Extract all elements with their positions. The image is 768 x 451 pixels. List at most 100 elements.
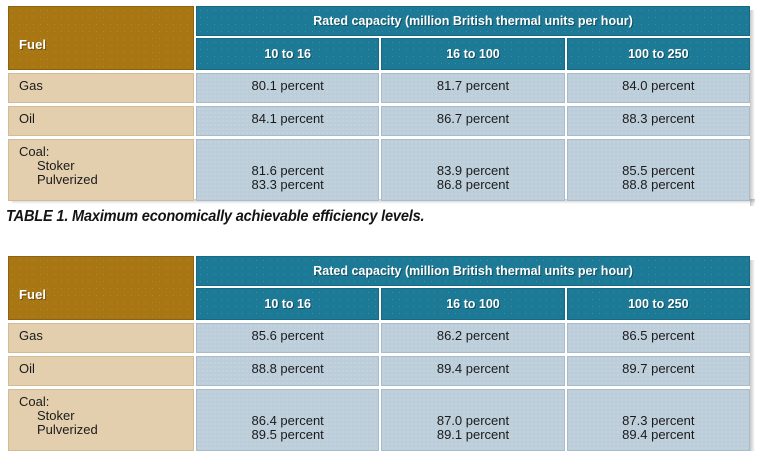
table-row: Coal: Stoker Pulverized 86.4 percent 89.… xyxy=(8,389,750,451)
table-1-row-1-label: Oil xyxy=(8,106,194,136)
spacer xyxy=(196,286,750,288)
spacer xyxy=(194,323,196,353)
table-1-subheader-cell-1: 16 to 100 xyxy=(381,38,565,70)
table-2-subheader-cell-2: 100 to 250 xyxy=(566,288,750,320)
table-1-row-2-label-group: Coal: Stoker Pulverized xyxy=(8,139,194,201)
table-1-cell-r2c2-line0: 85.5 percent xyxy=(622,163,695,178)
table-2-subheader-cell-1: 16 to 100 xyxy=(381,288,565,320)
table-1-subheader-label-2: 100 to 250 xyxy=(628,47,689,61)
table-2-cell-r2c0-line0: 86.4 percent xyxy=(251,413,324,428)
table-2-cell-r2c2: 87.3 percent 89.4 percent xyxy=(566,389,750,451)
spacer xyxy=(194,389,196,451)
spacer xyxy=(379,356,382,386)
table-1: Fuel Rated capacity (million British the… xyxy=(8,6,755,206)
spacer xyxy=(194,256,196,286)
table-1-row-2-sublabel-0: Stoker xyxy=(37,158,75,173)
table-2-capacity-header-label: Rated capacity (million British thermal … xyxy=(313,264,633,278)
table-2-row-2-sublabel-1: Pulverized xyxy=(37,422,98,437)
table-2-cell-r1c2: 89.7 percent xyxy=(566,356,750,386)
spacer xyxy=(379,323,382,353)
spacer xyxy=(564,288,567,320)
table-2-shadow-right xyxy=(750,260,755,451)
spacer xyxy=(379,106,382,136)
spacer xyxy=(564,139,567,201)
table-1-cell-r0c1: 81.7 percent xyxy=(381,73,565,103)
spacer xyxy=(194,286,196,288)
table-1-subheader-label-1: 16 to 100 xyxy=(446,47,500,61)
table-1-grid: Fuel Rated capacity (million British the… xyxy=(8,6,750,201)
table-1-subheader-cell-2: 100 to 250 xyxy=(566,38,750,70)
table-1-capacity-header-label: Rated capacity (million British thermal … xyxy=(313,14,633,28)
table-1-shadow-right xyxy=(750,10,755,206)
table-1-cell-r2c1-line1: 86.8 percent xyxy=(436,177,510,192)
spacer-row xyxy=(8,320,750,323)
table-1-cell-r1c2: 88.3 percent xyxy=(566,106,750,136)
table-1-header-row-sub: 10 to 16 16 to 100 100 to 250 xyxy=(8,38,750,70)
spacer xyxy=(564,73,567,103)
spacer xyxy=(564,389,567,451)
spacer xyxy=(194,106,196,136)
table-2-cell-r2c1-line0: 87.0 percent xyxy=(436,413,510,428)
table-2-grid: Fuel Rated capacity (million British the… xyxy=(8,256,750,451)
table-1-row-2-sublabel-1: Pulverized xyxy=(37,172,98,187)
table-2-subheader-label-2: 100 to 250 xyxy=(628,297,689,311)
table-1-capacity-header-cell: Rated capacity (million British thermal … xyxy=(196,6,750,36)
table-1-cell-r2c0-line1: 83.3 percent xyxy=(251,177,324,192)
table-row: Oil 84.1 percent 86.7 percent 88.3 perce… xyxy=(8,106,750,136)
table-1-caption: TABLE 1. Maximum economically achievable… xyxy=(6,208,425,225)
spacer xyxy=(194,73,196,103)
table-2-row-0-label: Gas xyxy=(8,323,194,353)
table-1-fuel-header-label: Fuel xyxy=(19,36,47,52)
table-2-subheader-label-1: 16 to 100 xyxy=(446,297,500,311)
table-2-cell-r1c0: 88.8 percent xyxy=(196,356,380,386)
table-1-shadow-bottom xyxy=(12,199,755,204)
spacer xyxy=(379,73,382,103)
table-1-cell-r2c0-line0: 81.6 percent xyxy=(251,163,324,178)
table-1-cell-r2c2: 85.5 percent 88.8 percent xyxy=(566,139,750,201)
table-2-subheader-cell-0: 10 to 16 xyxy=(196,288,380,320)
table-2-row-2-label: Coal: xyxy=(19,394,50,409)
table-2-cell-r2c0: 86.4 percent 89.5 percent xyxy=(196,389,380,451)
table-1-cell-r0c0: 80.1 percent xyxy=(196,73,380,103)
table-1-cell-r2c1-line0: 83.9 percent xyxy=(436,163,510,178)
spacer xyxy=(564,356,567,386)
spacer-row xyxy=(8,286,750,288)
table-2-cell-r2c2-line1: 89.4 percent xyxy=(622,427,695,442)
spacer xyxy=(379,38,382,70)
table-2-cell-r0c0: 85.6 percent xyxy=(196,323,380,353)
table-2-fuel-header-cell: Fuel xyxy=(8,256,194,320)
table-row: Oil 88.8 percent 89.4 percent 89.7 perce… xyxy=(8,356,750,386)
table-1-cell-r0c2: 84.0 percent xyxy=(566,73,750,103)
table-2-fuel-header-label: Fuel xyxy=(19,286,47,302)
table-2-cell-r2c1: 87.0 percent 89.1 percent xyxy=(381,389,565,451)
table-1-fuel-header-cell: Fuel xyxy=(8,6,194,70)
table-row: Gas 85.6 percent 86.2 percent 86.5 perce… xyxy=(8,323,750,353)
spacer xyxy=(194,36,196,38)
table-1-row-0-label: Gas xyxy=(8,73,194,103)
table-2-row-2-label-group: Coal: Stoker Pulverized xyxy=(8,389,194,451)
table-row: Coal: Stoker Pulverized 81.6 percent 83.… xyxy=(8,139,750,201)
table-2-cell-r2c0-line1: 89.5 percent xyxy=(251,427,324,442)
spacer xyxy=(196,36,750,38)
table-1-header-row-top: Fuel Rated capacity (million British the… xyxy=(8,6,750,70)
spacer-row xyxy=(8,36,750,38)
table-2-cell-r0c2: 86.5 percent xyxy=(566,323,750,353)
table-row: Gas 80.1 percent 81.7 percent 84.0 perce… xyxy=(8,73,750,103)
table-2-cell-r0c1: 86.2 percent xyxy=(381,323,565,353)
table-2-cell-r2c1-line1: 89.1 percent xyxy=(436,427,510,442)
table-2: Fuel Rated capacity (million British the… xyxy=(8,256,755,451)
spacer xyxy=(194,38,196,70)
spacer xyxy=(379,288,382,320)
spacer xyxy=(379,139,382,201)
table-1-cell-r2c2-line1: 88.8 percent xyxy=(622,177,695,192)
spacer-row xyxy=(8,386,750,389)
table-1-cell-r2c0: 81.6 percent 83.3 percent xyxy=(196,139,380,201)
spacer xyxy=(194,139,196,201)
table-1-cell-r1c1: 86.7 percent xyxy=(381,106,565,136)
table-1-row-2-label: Coal: xyxy=(19,144,50,159)
spacer xyxy=(379,389,382,451)
table-1-cell-r2c1: 83.9 percent 86.8 percent xyxy=(381,139,565,201)
table-2-header-row-sub: 10 to 16 16 to 100 100 to 250 xyxy=(8,288,750,320)
spacer-row xyxy=(8,136,750,139)
spacer xyxy=(194,356,196,386)
